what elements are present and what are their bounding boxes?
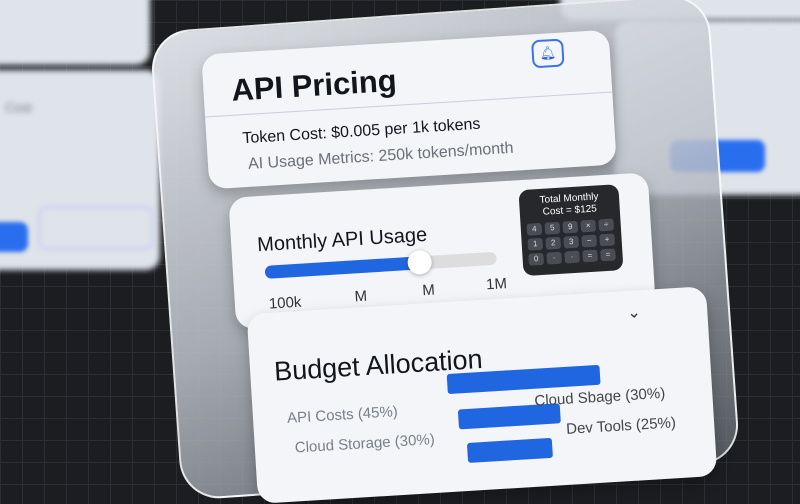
calculator-key[interactable]: · (564, 250, 580, 264)
legend-cloud-storage: Cloud Sbage (30%) (533, 384, 666, 410)
label-cloud-storage: Cloud Storage (30%) (294, 430, 436, 457)
calculator-keypad: 4 5 9 × ÷ 1 2 3− +0 · · = = (526, 218, 616, 266)
calculator-key[interactable]: 3 (563, 235, 580, 249)
background-secondary-button (38, 206, 154, 250)
notification-button[interactable]: 🔔︎ (531, 38, 565, 69)
calculator-key[interactable]: = (600, 248, 616, 262)
slider-label-1m: 1M (485, 275, 508, 294)
api-pricing-card: API Pricing 🔔︎ Token Cost: $0.005 per 1k… (201, 29, 617, 190)
calculator-key[interactable]: · (546, 251, 562, 265)
calculator-key[interactable]: 5 (544, 221, 561, 235)
bell-icon: 🔔︎ (539, 44, 557, 61)
calculator-widget: Total Monthly Cost = $125 4 5 9 × ÷ 1 2 3− +0 · · =… (518, 184, 624, 277)
background-panel-title: Cost (5, 100, 32, 115)
calculator-key[interactable]: = (582, 249, 598, 263)
calculator-key[interactable]: ÷ (598, 218, 615, 232)
slider-label-m1: M (354, 287, 368, 306)
slider-fill (264, 256, 421, 279)
usage-title: Monthly API Usage (256, 223, 428, 257)
slider-thumb[interactable] (407, 249, 433, 276)
background-panel-top-left (0, 0, 150, 65)
budget-allocation-card: ⌄ Budget Allocation API Costs (45%) Clou… (246, 286, 718, 504)
calculator-key[interactable]: − (581, 234, 598, 248)
calculator-key[interactable]: 9 (562, 220, 579, 234)
calculator-key[interactable]: 0 (528, 252, 545, 266)
slider-label-100k: 100k (268, 293, 302, 313)
chevron-down-icon[interactable]: ⌄ (626, 304, 642, 322)
calculator-key[interactable]: 2 (545, 236, 562, 250)
total-cost-display: Total Monthly Cost = $125 (539, 191, 599, 218)
slider-label-m2: M (421, 281, 436, 300)
background-primary-button (0, 222, 28, 252)
calculator-key[interactable]: 4 (526, 222, 543, 236)
bar-dev-tools (466, 437, 553, 463)
calculator-key[interactable]: × (580, 219, 597, 233)
legend-dev-tools: Dev Tools (25%) (565, 414, 677, 438)
calculator-key[interactable]: 1 (527, 237, 544, 251)
calculator-key[interactable]: + (599, 233, 615, 247)
page-title: API Pricing (230, 62, 398, 108)
usage-slider[interactable] (264, 249, 497, 279)
label-api-costs: API Costs (45%) (286, 403, 399, 427)
